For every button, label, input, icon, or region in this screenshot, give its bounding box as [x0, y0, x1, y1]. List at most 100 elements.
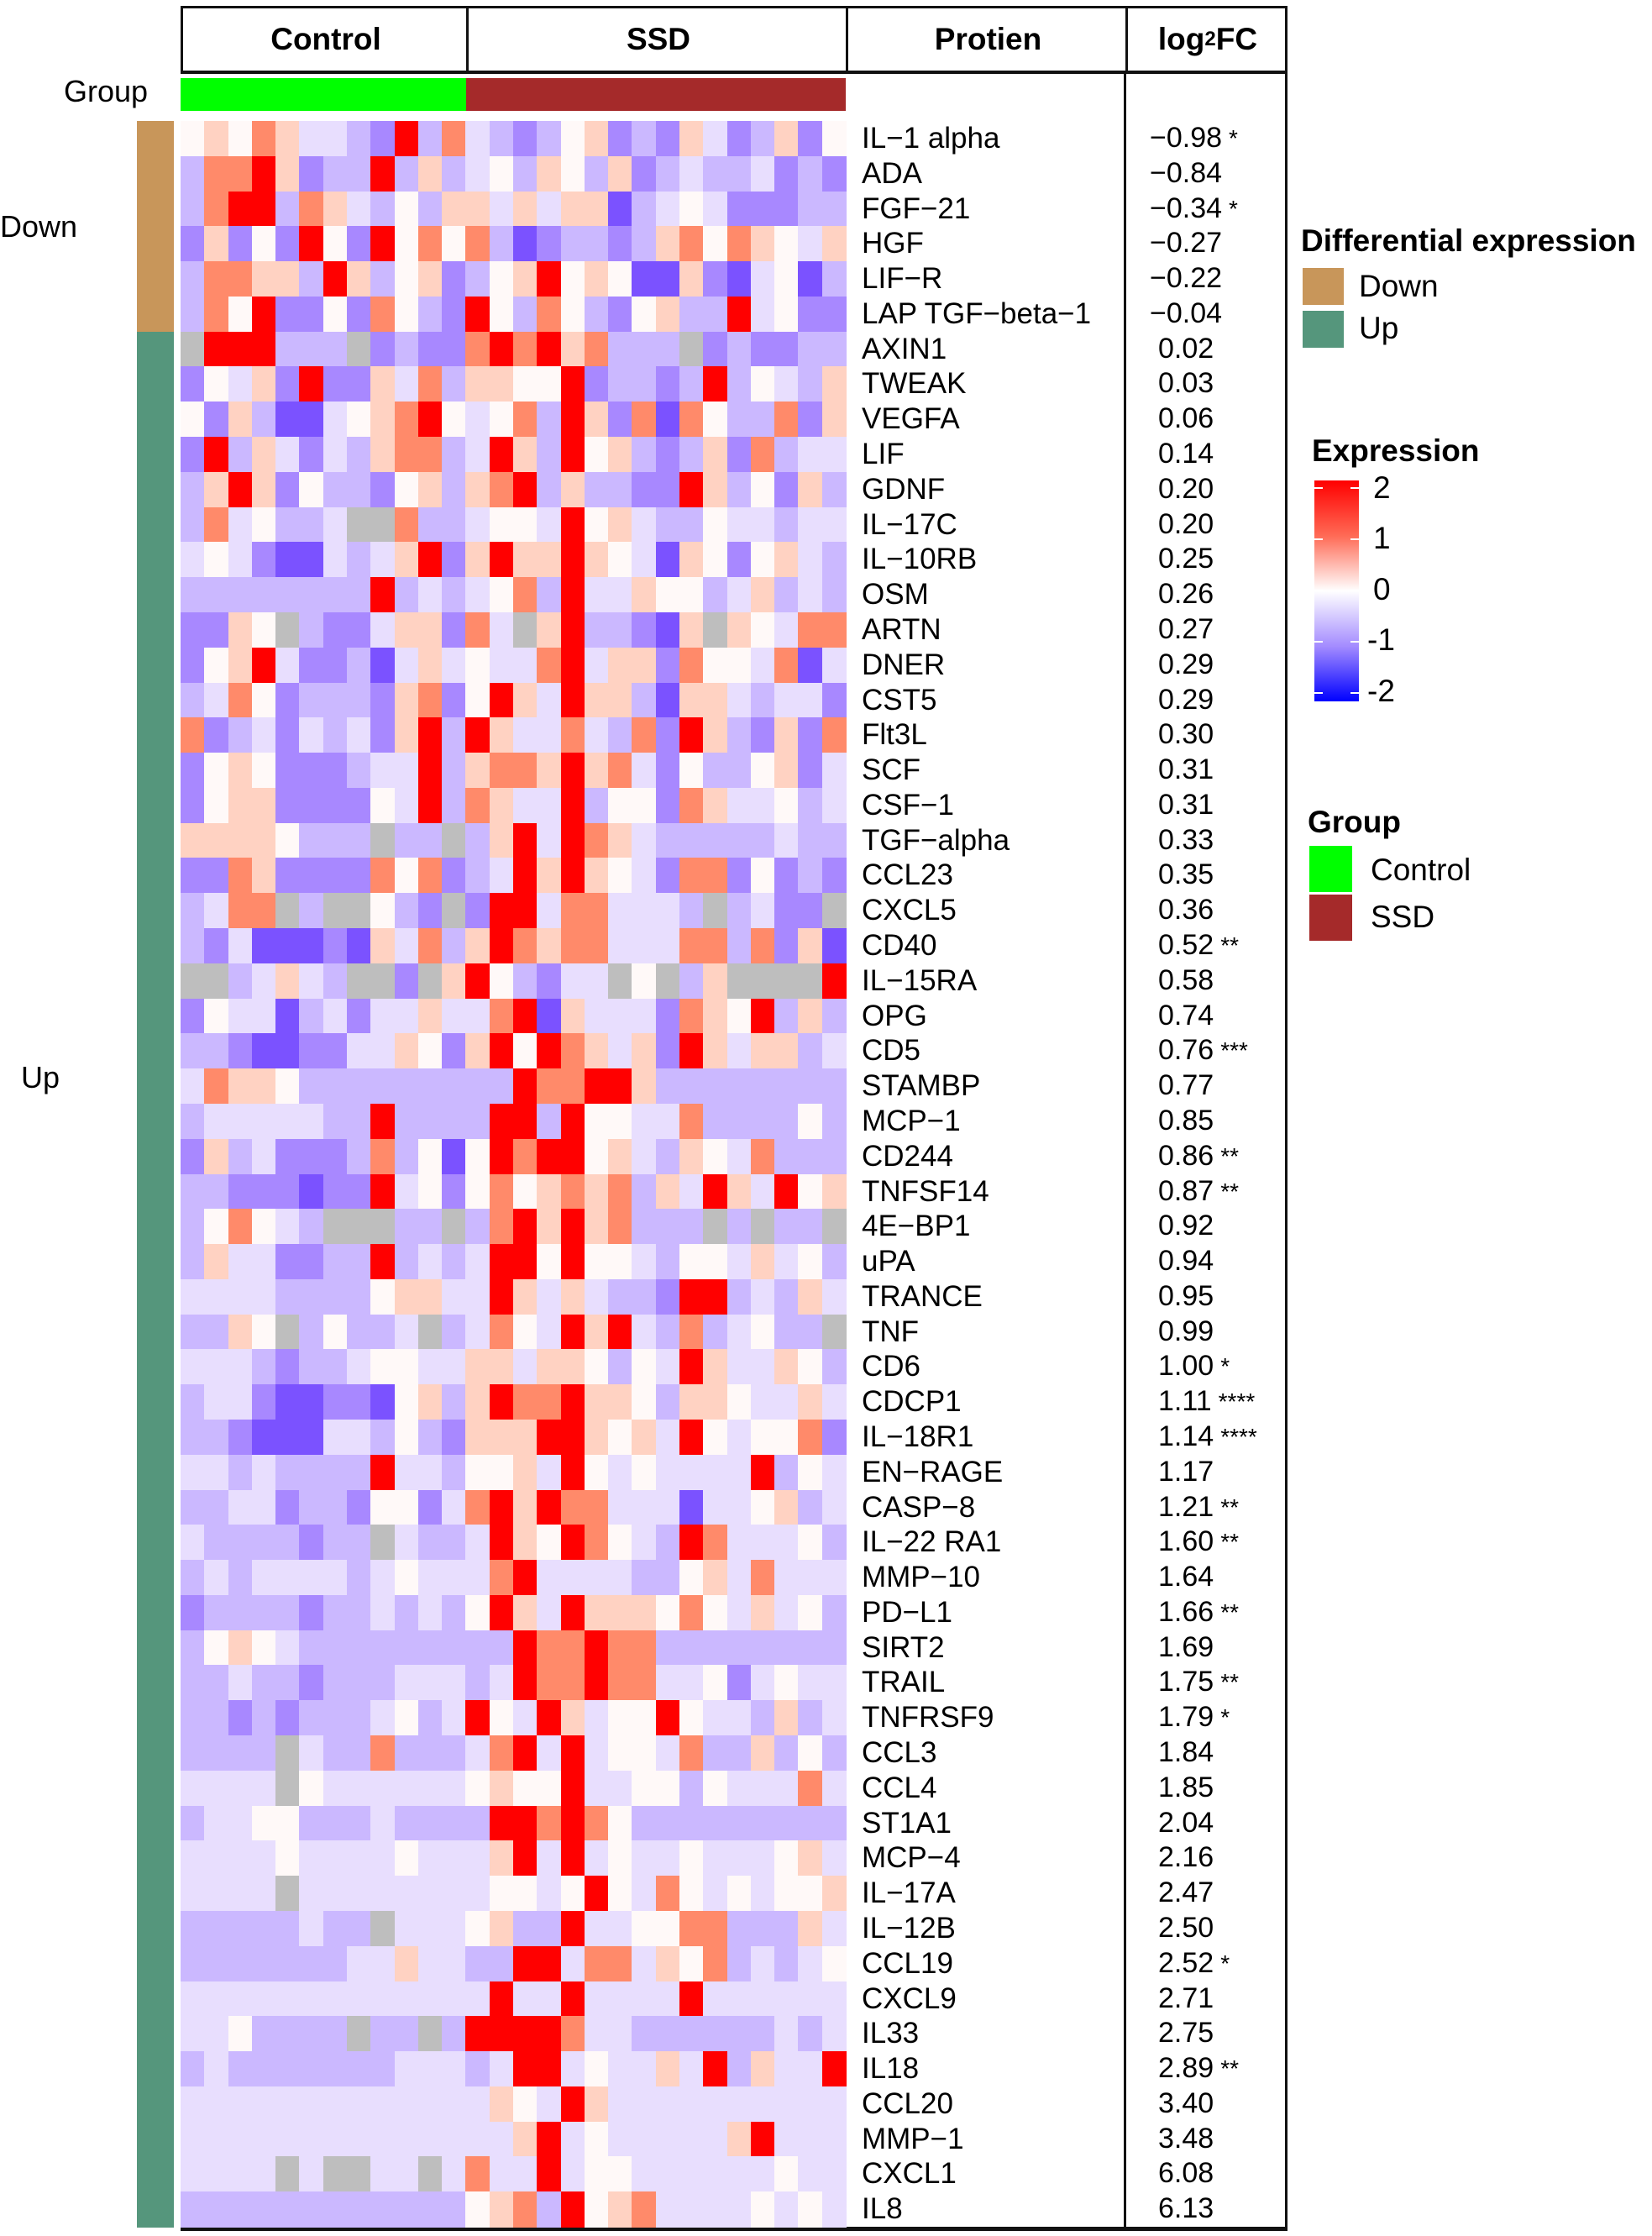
heatmap-cell: [726, 331, 752, 368]
heatmap-cell: [679, 1173, 704, 1210]
heatmap-cell: [798, 1700, 823, 1736]
annotation-cell-up: [137, 437, 174, 473]
heatmap-cell: [442, 1735, 467, 1771]
heatmap-cell: [537, 331, 562, 368]
heatmap-cell: [370, 1489, 396, 1525]
heatmap-cell: [703, 2016, 728, 2052]
heatmap-cell: [299, 2086, 324, 2123]
heatmap-cell: [275, 893, 301, 929]
heatmap-cell: [417, 577, 443, 613]
heatmap-cell: [370, 1735, 396, 1771]
heatmap-cell: [584, 1630, 609, 1667]
heatmap-cell: [347, 858, 371, 894]
heatmap-cell: [584, 928, 609, 964]
heatmap-cell: [537, 1665, 562, 1701]
log2fc-number: 0.30: [1158, 718, 1214, 751]
heatmap-cell: [489, 155, 514, 192]
heatmap-cell: [489, 858, 514, 894]
heatmap-cell: [584, 2156, 609, 2192]
protein-label: PD−L1: [862, 1595, 952, 1629]
protein-label: CCL4: [862, 1771, 937, 1804]
protein-label: CCL20: [862, 2086, 953, 2120]
heatmap-cell: [251, 1244, 276, 1280]
heatmap-cell: [537, 1173, 562, 1210]
heatmap-cell: [204, 1384, 229, 1420]
log2fc-value: 0.31: [1150, 788, 1214, 823]
heatmap-cell: [347, 2086, 371, 2123]
heatmap-cell: [584, 2121, 609, 2158]
heatmap-cell: [513, 1876, 538, 1912]
log2fc-number: 2.50: [1158, 1911, 1214, 1944]
heatmap-cell: [798, 2121, 823, 2158]
heatmap-cell: [655, 155, 680, 192]
heatmap-cell: [679, 1594, 704, 1631]
heatmap-cell: [489, 1138, 514, 1175]
heatmap-cell: [560, 822, 585, 859]
heatmap-cell: [323, 1525, 348, 1561]
heatmap-cell: [632, 928, 657, 964]
log2fc-value: 2.52 *: [1150, 1946, 1230, 1981]
heatmap-cell: [513, 1700, 538, 1736]
heatmap-cell: [394, 1033, 419, 1069]
heatmap-cell: [465, 542, 490, 578]
heatmap-cell: [299, 542, 324, 578]
heatmap-cell: [608, 1033, 633, 1069]
heatmap-cell: [181, 1454, 205, 1491]
heatmap-cell: [537, 682, 562, 718]
heatmap-cell: [584, 507, 609, 543]
heatmap-cell: [204, 1594, 229, 1631]
heatmap-cell: [489, 2121, 514, 2158]
heatmap-cell: [632, 1103, 657, 1140]
log2fc-value: 0.36: [1150, 893, 1214, 928]
heatmap-cell: [798, 611, 823, 648]
heatmap-cell: [299, 1278, 324, 1315]
heatmap-cell: [513, 191, 538, 227]
heatmap-cell: [323, 1384, 348, 1420]
log2fc-value: 6.08: [1150, 2156, 1214, 2191]
heatmap-cell: [821, 1665, 847, 1701]
heatmap-cell: [204, 1103, 229, 1140]
heatmap-cell: [465, 2016, 490, 2052]
heatmap-cell: [750, 1665, 775, 1701]
log2fc-number: 0.02: [1158, 332, 1214, 365]
bottom-border: [181, 2227, 1288, 2231]
heatmap-cell: [489, 1349, 514, 1385]
heatmap-cell: [275, 1981, 301, 2017]
heatmap-cell: [632, 787, 657, 824]
annotation-cell-up: [137, 822, 174, 859]
heatmap-cell: [370, 717, 396, 753]
heatmap-cell: [204, 998, 229, 1034]
protein-label: SIRT2: [862, 1630, 945, 1664]
heatmap-cell: [679, 963, 704, 1000]
heatmap-cell: [347, 1805, 371, 1841]
heatmap-cell: [679, 928, 704, 964]
heatmap-cell: [442, 2086, 467, 2123]
annotation-cell-up: [137, 1209, 174, 1245]
heatmap-cell: [537, 647, 562, 684]
significance-stars: *: [1220, 1950, 1230, 1976]
heatmap-cell: [181, 471, 205, 508]
heatmap-cell: [489, 2016, 514, 2052]
heatmap-cell: [560, 1805, 585, 1841]
heatmap-cell: [608, 1735, 633, 1771]
heatmap-cell: [347, 963, 371, 1000]
heatmap-cell: [323, 1735, 348, 1771]
heatmap-cell: [275, 2156, 301, 2192]
heatmap-cell: [537, 1525, 562, 1561]
heatmap-cell: [703, 542, 728, 578]
heatmap-cell: [679, 296, 704, 333]
heatmap-cell: [537, 1349, 562, 1385]
heatmap-cell: [347, 717, 371, 753]
heatmap-cell: [679, 1419, 704, 1456]
heatmap-cell: [370, 647, 396, 684]
heatmap-cell: [774, 1594, 800, 1631]
heatmap-cell: [204, 507, 229, 543]
heatmap-cell: [489, 1805, 514, 1841]
heatmap-cell: [537, 402, 562, 438]
heatmap-cell: [774, 2156, 800, 2192]
heatmap-cell: [465, 1876, 490, 1912]
heatmap: [181, 121, 847, 2228]
heatmap-cell: [679, 191, 704, 227]
heatmap-cell: [537, 928, 562, 964]
heatmap-cell: [370, 1525, 396, 1561]
